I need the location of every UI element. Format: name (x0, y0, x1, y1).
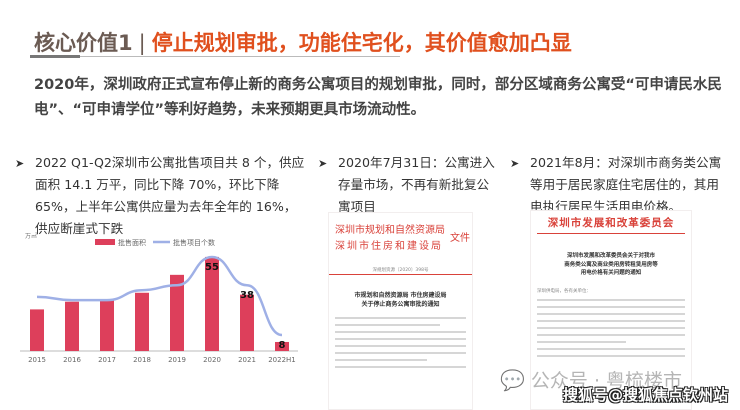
arrow-bullet-icon: ➤ (15, 157, 25, 170)
data-label-2020: 55 (205, 262, 219, 273)
bar-2017 (100, 299, 114, 351)
x-tick-2019: 2019 (168, 356, 186, 364)
title-underline (30, 56, 400, 57)
bullet-text: 2020年7月31日：公寓进入存量市场，不再有新批复公寓项目 (338, 155, 495, 214)
doc2-salutation: 深圳供电局，各有关单位： (537, 288, 591, 294)
doc1-header-2: 深圳市住房和建设局 (335, 241, 443, 252)
legend-label-bar: 批售面积 (118, 238, 146, 247)
doc1-number: 深规划资源〔2020〕398号 (372, 268, 429, 273)
title-main: 核心价值1 (34, 31, 133, 55)
document-image-electricity-notice: 深圳市发展和改革委员会 深圳市发展和改革委员会关于对我市 商务类公寓及商业类用房… (530, 210, 692, 410)
title-separator: | (138, 31, 146, 55)
intro-paragraph: 2020年，深圳政府正式宣布停止新的商务公寓项目的规划审批，同时，部分区域商务公… (34, 77, 722, 118)
wechat-watermark: 💬 公众号 · 粤梳楼市 (500, 366, 682, 393)
wechat-watermark-text: 公众号 · 粤梳楼市 (530, 370, 683, 392)
x-tick-2022H1: 2022H1 (268, 356, 296, 364)
bar-2022H1 (275, 341, 289, 351)
title-underline-accent (30, 55, 80, 58)
x-tick-2017: 2017 (98, 356, 116, 364)
x-tick-2021: 2021 (238, 356, 256, 364)
title-subtitle: 停止规划审批，功能住宅化，其价值愈加凸显 (151, 31, 572, 55)
bullet-text: 2021年8月：对深圳市商务类公寓等用于居民家庭住宅居住的，其用电执行居民生活用… (530, 155, 722, 214)
doc1-title-1: 市规划和自然资源局 市住房建设局 (354, 292, 447, 299)
document-image-planning-notice: 深圳市规划和自然资源局 深圳市住房和建设局 文件 深规划资源〔2020〕398号… (328, 212, 473, 410)
bullet-electricity: ➤ 2021年8月：对深圳市商务类公寓等用于居民家庭住宅居住的，其用电执行居民生活… (510, 152, 725, 218)
legend-swatch-bar (95, 239, 115, 245)
doc2-title-2: 商务类公寓及商业类用房转租赁用房等 (564, 261, 658, 268)
bullet-stock-market: ➤ 2020年7月31日：公寓进入存量市场，不再有新批复公寓项目 (318, 152, 498, 218)
x-tick-2020: 2020 (203, 356, 221, 364)
arrow-bullet-icon: ➤ (318, 157, 328, 170)
data-label-2022H1: 8 (279, 340, 286, 351)
bar-2019 (170, 274, 184, 351)
slide-title: 核心价值1 | 停止规划审批，功能住宅化，其价值愈加凸显 (34, 27, 572, 57)
bar-2020 (205, 256, 219, 351)
bar-2021 (240, 294, 254, 351)
bullet-text: 2022 Q1-Q2深圳市公寓批售项目共 8 个，供应面积 14.1 万平，同比… (35, 155, 305, 236)
arrow-bullet-icon: ➤ (510, 157, 520, 170)
bar-2015 (30, 309, 44, 351)
sohu-watermark: 搜狐号@搜狐焦点钦州站 (563, 386, 729, 404)
data-label-2021: 38 (240, 290, 254, 301)
bar-2016 (65, 301, 79, 351)
x-tick-2016: 2016 (63, 356, 81, 364)
bar-2018 (135, 292, 149, 351)
series-line-project-count (36, 255, 283, 337)
doc2-title-3: 用电价格有关问题的通知 (580, 270, 642, 276)
bullet-supply: ➤ 2022 Q1-Q2深圳市公寓批售项目共 8 个，供应面积 14.1 万平，同… (15, 152, 305, 240)
y-unit-label: 万㎡ (25, 232, 37, 240)
supply-chart: 万㎡ 批售面积 批售项目个数 55 38 8 2015 2016 2017 2018 2019… (20, 232, 298, 364)
doc1-title-2: 关于停止商务公寓审批的通知 (361, 301, 440, 308)
wechat-icon: 💬 (500, 367, 525, 392)
doc2-title-1: 深圳市发展和改革委员会关于对我市 (566, 253, 655, 259)
doc1-header-suffix: 文件 (450, 233, 470, 244)
x-tick-2018: 2018 (133, 356, 151, 364)
doc1-header-1: 深圳市规划和自然资源局 (335, 225, 445, 236)
legend: 批售面积 批售项目个数 (95, 238, 215, 247)
doc2-header: 深圳市发展和改革委员会 (547, 217, 675, 229)
x-tick-2015: 2015 (28, 356, 46, 364)
legend-label-line: 批售项目个数 (173, 238, 215, 247)
